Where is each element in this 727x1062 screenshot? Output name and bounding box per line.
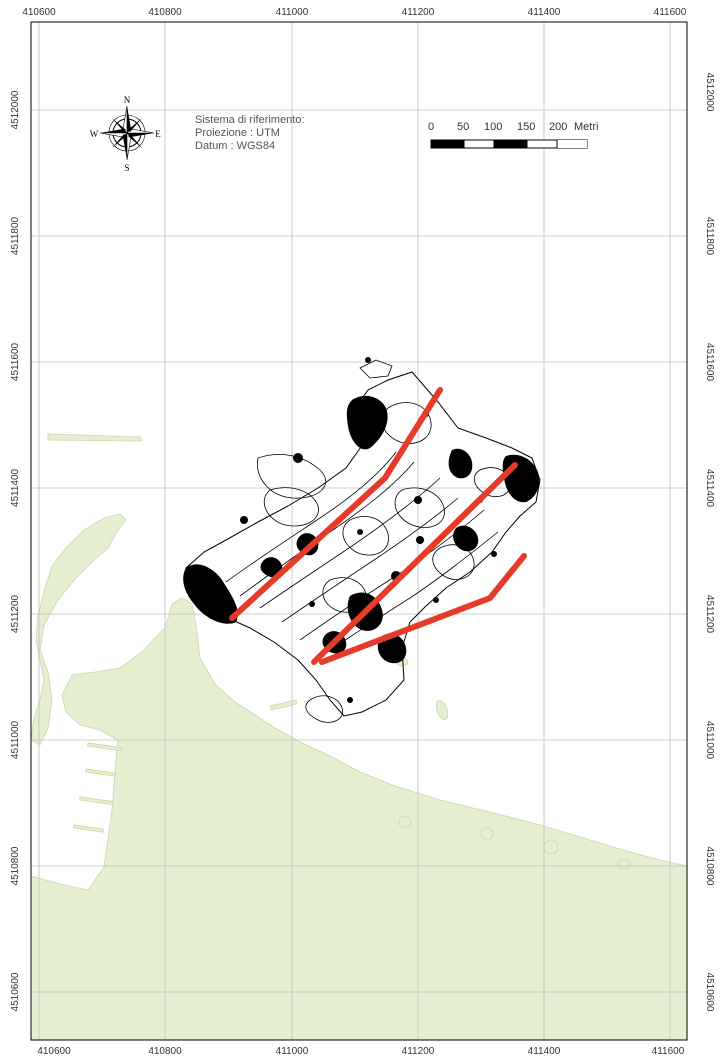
tick-left-4511200: 4511200 xyxy=(10,594,21,633)
compass-n: N xyxy=(124,95,131,105)
map-frame xyxy=(30,21,688,1041)
islet-3 xyxy=(543,839,559,855)
tick-top-411400: 411400 xyxy=(528,7,561,18)
info-line-1: Sistema di riferimento: xyxy=(195,114,305,126)
survey-boundary xyxy=(185,371,541,717)
tick-left-4510600: 4510600 xyxy=(10,972,21,1011)
tick-right-4510800: 4510800 xyxy=(704,847,715,886)
tick-left-4511600: 4511600 xyxy=(10,342,21,381)
scale-unit: Metri xyxy=(574,121,599,133)
tick-right-4510600: 4510600 xyxy=(704,973,715,1012)
tick-top-410600: 410600 xyxy=(22,7,56,18)
tick-left-4511800: 4511800 xyxy=(10,216,21,255)
profile-line-1 xyxy=(229,387,443,621)
tick-right-4512000: 4512000 xyxy=(704,73,715,112)
tick-bottom-410800: 410800 xyxy=(148,1046,182,1057)
profile-line-3 xyxy=(319,553,527,665)
compass-e: E xyxy=(155,129,161,139)
islet-2 xyxy=(480,827,494,841)
islet-1 xyxy=(398,815,412,829)
profile-line-2 xyxy=(311,462,518,665)
tick-right-4511000: 4511000 xyxy=(704,721,715,760)
pier-3 xyxy=(79,796,115,806)
right-ticks: 4512000 4511800 4511600 4511400 4511200 … xyxy=(704,73,715,1012)
pier-2 xyxy=(85,768,117,777)
islet-4 xyxy=(617,858,631,870)
info-line-3: Datum : WGS84 xyxy=(195,140,276,152)
tick-right-4511600: 4511600 xyxy=(704,343,715,382)
reference-system-info: Sistema di riferimento: Proiezione : UTM… xyxy=(195,114,304,153)
tick-right-4511400: 4511400 xyxy=(704,469,715,508)
tick-left-4511400: 4511400 xyxy=(10,468,21,507)
tick-left-4510800: 4510800 xyxy=(10,846,21,885)
compass-w: W xyxy=(90,129,99,139)
tick-bottom-411600: 411600 xyxy=(652,1046,685,1057)
scale-label-50: 50 xyxy=(457,121,470,133)
tick-left-4511000: 4511000 xyxy=(10,720,21,759)
info-line-2: Proiezione : UTM xyxy=(195,127,280,139)
tick-left-4512000: 4512000 xyxy=(10,90,21,129)
tick-bottom-411400: 411400 xyxy=(528,1046,561,1057)
breakwater-north xyxy=(47,433,143,442)
scale-label-200: 200 xyxy=(549,121,568,133)
tick-top-411600: 411600 xyxy=(654,7,687,18)
tick-right-4511200: 4511200 xyxy=(704,595,715,634)
compass-s: S xyxy=(124,163,129,173)
tick-right-4511800: 4511800 xyxy=(704,217,715,256)
breakwater-small xyxy=(269,699,298,711)
scale-label-0: 0 xyxy=(428,121,435,133)
pier-4 xyxy=(73,824,105,833)
top-ticks: 410600 410800 411000 411200 411400 41160… xyxy=(22,7,686,18)
profile-lines xyxy=(229,387,527,665)
tick-bottom-410600: 410600 xyxy=(37,1046,71,1057)
islet-5 xyxy=(435,700,449,720)
compass-rose-icon: N S E W xyxy=(90,95,162,173)
tick-top-410800: 410800 xyxy=(148,7,182,18)
tick-top-411000: 411000 xyxy=(276,7,309,18)
tick-bottom-411200: 411200 xyxy=(402,1046,435,1057)
land-areas xyxy=(30,433,688,1041)
grid-lines xyxy=(31,22,687,1040)
tick-top-411200: 411200 xyxy=(402,7,435,18)
tick-bottom-411000: 411000 xyxy=(276,1046,309,1057)
scale-bar xyxy=(430,139,588,149)
pier-1 xyxy=(87,742,123,752)
mainland xyxy=(30,597,688,1041)
bottom-ticks: 410600 410800 411000 411200 411400 41160… xyxy=(37,1046,684,1057)
scale-label-100: 100 xyxy=(484,121,503,133)
left-ticks: 4512000 4511800 4511600 4511400 4511200 … xyxy=(10,90,21,1011)
scale-label-150: 150 xyxy=(517,121,536,133)
